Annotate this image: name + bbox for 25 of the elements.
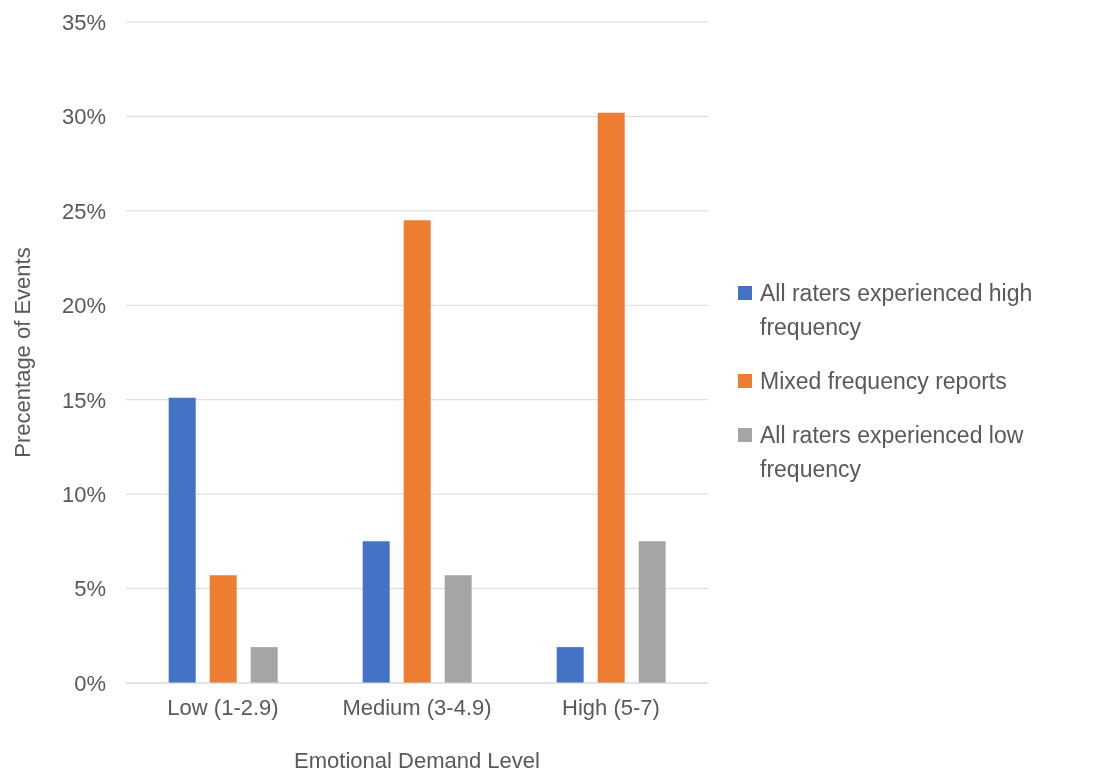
y-axis-title: Precentage of Events (9, 247, 35, 458)
x-tick-label: Low (1-2.9) (167, 694, 279, 720)
y-tick-label: 30% (61, 104, 106, 130)
y-tick-label: 15% (61, 387, 106, 413)
x-tick-label: High (5-7) (562, 694, 660, 720)
bar (597, 112, 625, 683)
y-tick-label: 25% (61, 198, 106, 224)
y-tick-label: 35% (61, 9, 106, 35)
bar (403, 220, 431, 683)
bar (209, 575, 237, 683)
x-axis-title: Emotional Demand Level (294, 748, 540, 773)
y-tick-label: 0% (74, 670, 106, 696)
y-tick-label: 10% (61, 481, 106, 507)
y-tick-label: 5% (74, 576, 106, 602)
bar (556, 647, 584, 683)
bar (168, 397, 196, 683)
bar (250, 647, 278, 683)
y-tick-label: 20% (61, 293, 106, 319)
bar (444, 575, 472, 683)
bar (638, 541, 666, 683)
legend-label: All raters experienced low frequency (760, 420, 1025, 484)
legend-label: Mixed frequency reports (760, 366, 1007, 396)
bar (362, 541, 390, 683)
legend-label: All raters experienced high frequency (760, 278, 1034, 342)
x-tick-label: Medium (3-4.9) (342, 694, 492, 720)
